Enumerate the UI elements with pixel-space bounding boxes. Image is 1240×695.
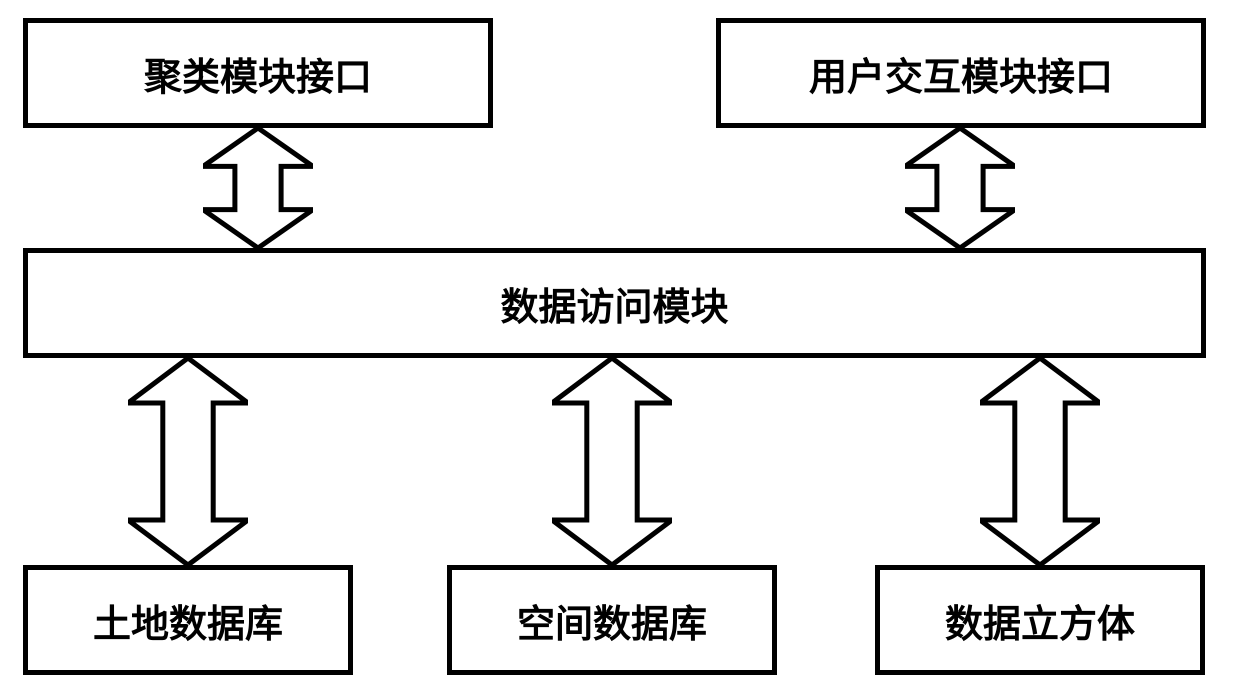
node-label: 用户交互模块接口: [809, 46, 1113, 101]
node-land-database: 土地数据库: [23, 565, 353, 675]
double-arrow-icon: [552, 358, 672, 565]
node-clustering-module-interface: 聚类模块接口: [23, 18, 493, 128]
node-data-access-module: 数据访问模块: [23, 248, 1206, 358]
node-user-interaction-module-interface: 用户交互模块接口: [716, 18, 1206, 128]
node-label: 数据立方体: [945, 593, 1135, 648]
node-label: 数据访问模块: [500, 276, 728, 331]
double-arrow-icon: [980, 358, 1100, 565]
double-arrow-icon: [128, 358, 248, 565]
node-label: 空间数据库: [517, 593, 707, 648]
double-arrow-icon: [203, 128, 313, 248]
node-data-cube: 数据立方体: [875, 565, 1205, 675]
node-label: 土地数据库: [93, 593, 283, 648]
node-spatial-database: 空间数据库: [447, 565, 777, 675]
double-arrow-icon: [905, 128, 1015, 248]
node-label: 聚类模块接口: [144, 46, 372, 101]
diagram-canvas: 聚类模块接口 用户交互模块接口 数据访问模块 土地数据库 空间数据库 数据立方体: [0, 0, 1240, 695]
